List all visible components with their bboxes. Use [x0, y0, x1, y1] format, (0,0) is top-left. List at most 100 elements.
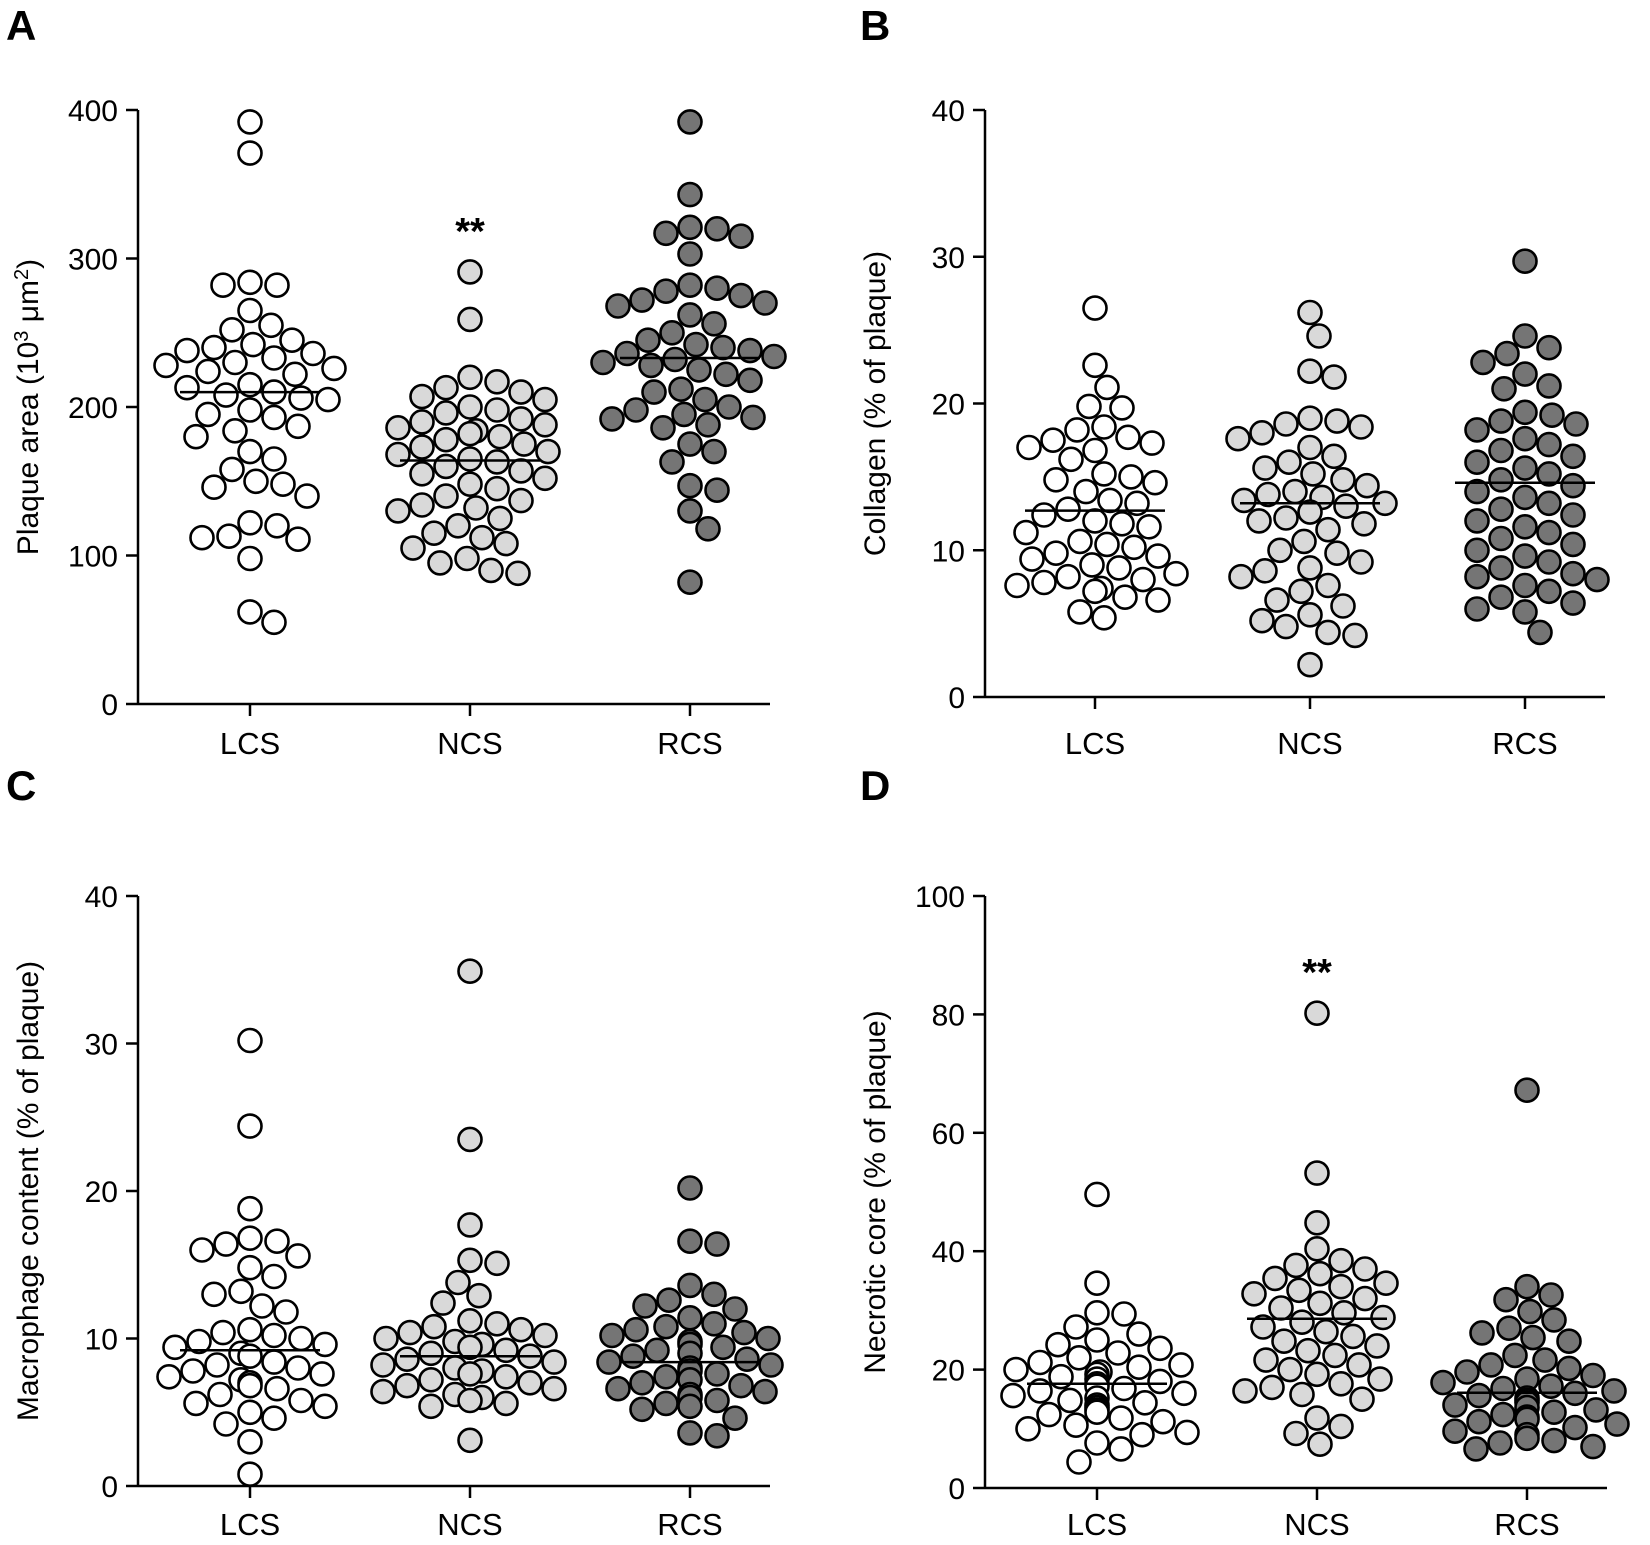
data-point: [493, 1364, 519, 1390]
data-point: [1013, 519, 1039, 546]
data-point: [1142, 469, 1168, 496]
data-point: [1539, 402, 1565, 429]
data-point: [1249, 419, 1275, 446]
data-point: [1352, 1285, 1378, 1312]
data-point: [1124, 490, 1150, 517]
data-point: [701, 438, 727, 465]
y-axis-title-superscript: 2: [11, 269, 33, 280]
data-point: [294, 483, 320, 509]
data-point: [418, 1340, 444, 1367]
data-point: [457, 420, 483, 447]
data-point: [1348, 414, 1374, 440]
data-point: [1536, 519, 1562, 546]
data-point: [1560, 502, 1586, 528]
data-point: [418, 1367, 444, 1393]
data-point: [1066, 1345, 1092, 1371]
data-point: [1108, 1436, 1134, 1462]
data-point: [397, 1319, 423, 1346]
data-point: [1315, 572, 1341, 599]
data-point: [1488, 584, 1514, 611]
data-point: [243, 468, 269, 495]
data-point: [400, 535, 426, 561]
data-point: [261, 446, 287, 472]
data-point: [1246, 508, 1272, 534]
data-point: [716, 394, 742, 420]
data-point: [427, 550, 453, 576]
data-point: [418, 1393, 444, 1420]
data-point: [1349, 1386, 1375, 1412]
data-point: [1536, 490, 1562, 517]
y-tick-label: 200: [68, 392, 118, 425]
x-tick-label-lcs: LCS: [1065, 726, 1125, 761]
data-point: [710, 1334, 736, 1361]
y-axis-title: Plaque area (103 μm2): [11, 259, 45, 555]
data-point: [508, 1316, 534, 1343]
data-point: [478, 557, 504, 584]
data-point: [1601, 1378, 1627, 1404]
data-point: [282, 361, 308, 388]
data-point: [1488, 466, 1514, 493]
data-point: [237, 1343, 263, 1369]
series-lcs: [153, 109, 347, 636]
data-point: [433, 400, 459, 426]
data-point: [409, 383, 435, 410]
data-point: [1304, 1405, 1330, 1431]
data-point: [237, 1027, 263, 1054]
x-tick-label-lcs: LCS: [220, 1507, 280, 1542]
data-point: [1130, 566, 1156, 593]
data-point: [433, 374, 459, 401]
data-point: [1297, 555, 1323, 581]
data-point: [1464, 537, 1490, 564]
data-point: [1442, 1392, 1468, 1418]
data-point: [421, 1313, 447, 1340]
data-point: [704, 275, 730, 302]
data-point: [409, 409, 435, 435]
data-point: [1538, 1373, 1564, 1399]
data-point: [484, 449, 510, 475]
data-point: [1464, 478, 1490, 505]
data-point: [677, 241, 703, 267]
y-axis-title: Necrotic core (% of plaque): [859, 1010, 892, 1374]
data-point: [1512, 543, 1538, 569]
data-point: [409, 434, 435, 460]
data-point: [532, 1322, 558, 1349]
data-point: [237, 1316, 263, 1343]
data-point: [1463, 1436, 1489, 1462]
data-point: [728, 282, 754, 309]
data-point: [734, 1346, 760, 1372]
data-point: [677, 472, 703, 499]
data-point: [261, 1322, 287, 1349]
data-point: [385, 414, 411, 441]
data-point: [710, 334, 736, 361]
data-point: [1067, 599, 1093, 625]
data-point: [321, 355, 347, 382]
data-point: [1307, 1431, 1333, 1457]
data-point: [484, 368, 510, 395]
data-point: [683, 331, 709, 358]
y-tick-label: 0: [948, 1473, 965, 1506]
data-point: [1094, 374, 1120, 401]
data-point: [1512, 399, 1538, 426]
data-point: [237, 140, 263, 166]
data-point: [1058, 446, 1084, 473]
data-point: [1351, 510, 1377, 537]
series-lcs: [1000, 1181, 1200, 1475]
data-point: [457, 259, 483, 285]
data-point: [1295, 1337, 1321, 1364]
data-point: [1055, 496, 1081, 523]
data-point: [288, 1387, 314, 1414]
data-point: [156, 1364, 182, 1390]
data-point: [285, 526, 311, 553]
data-point: [758, 1352, 784, 1378]
data-point: [1132, 1390, 1158, 1416]
data-point: [659, 449, 685, 475]
data-point: [394, 1346, 420, 1372]
data-point: [1040, 427, 1066, 454]
y-axis-title: Collagen (% of plaque): [859, 251, 892, 556]
series-ncs: **: [385, 211, 561, 587]
data-point: [1536, 549, 1562, 575]
data-point: [1478, 1352, 1504, 1378]
data-point: [1273, 613, 1299, 640]
data-point: [1315, 619, 1341, 646]
data-point: [370, 1378, 396, 1405]
